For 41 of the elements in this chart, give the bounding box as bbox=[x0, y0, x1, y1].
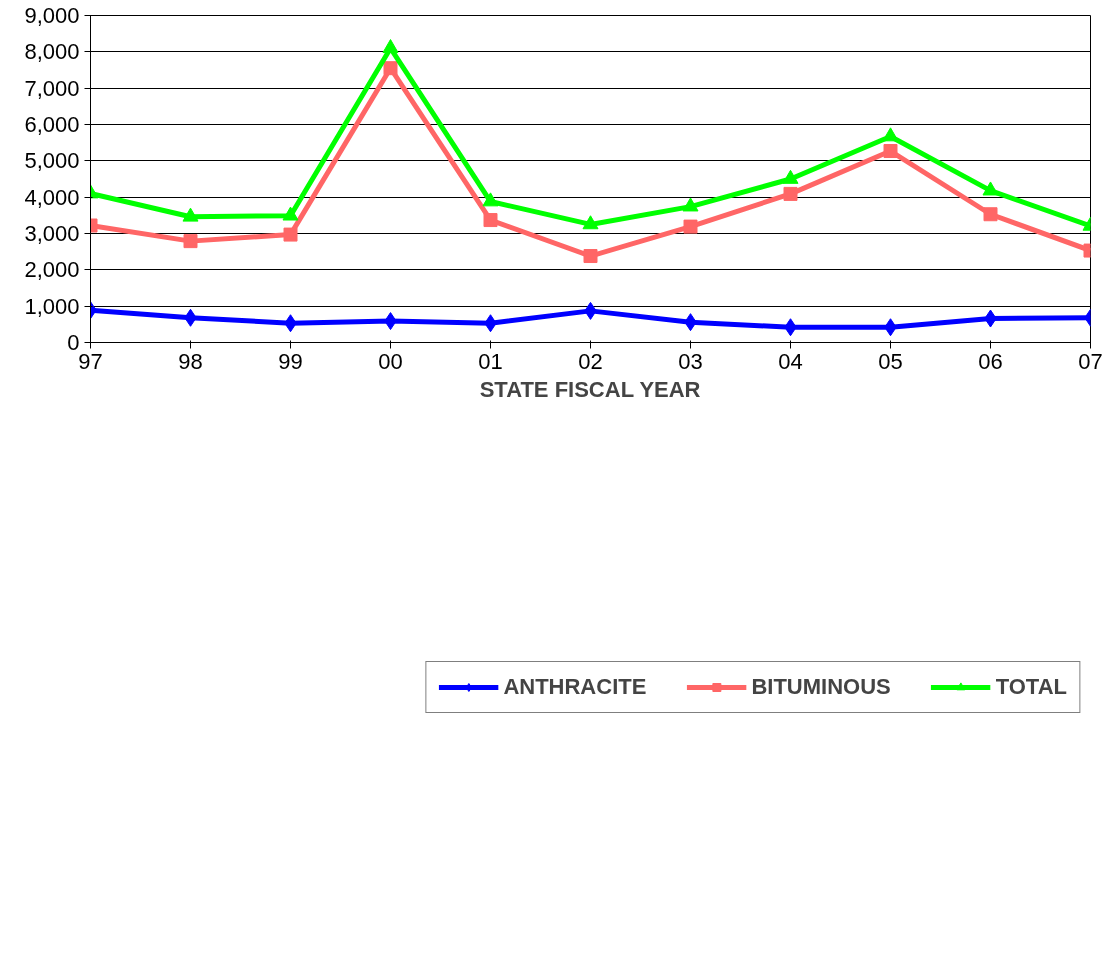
point bbox=[183, 234, 198, 249]
x-tick-label: 03 bbox=[678, 348, 703, 374]
point bbox=[482, 192, 499, 207]
x-tick-label: 97 bbox=[78, 348, 103, 374]
point bbox=[282, 206, 299, 221]
x-tick-label: 02 bbox=[578, 348, 603, 374]
point bbox=[782, 169, 799, 184]
y-tick-label: 3,000 bbox=[24, 221, 80, 246]
y-tick-label: 0 bbox=[67, 330, 80, 355]
y-tick-label: 1,000 bbox=[24, 293, 80, 319]
point bbox=[983, 207, 998, 222]
x-tick-label: 05 bbox=[878, 348, 903, 374]
x-tick-label: 06 bbox=[978, 348, 1003, 374]
point bbox=[883, 144, 898, 159]
point bbox=[382, 39, 399, 54]
point bbox=[283, 227, 298, 242]
y-tick-label: 7,000 bbox=[24, 75, 80, 101]
legend-label: ANTHRACITE bbox=[503, 674, 647, 700]
legend-label: BITUMINOUS bbox=[751, 674, 891, 700]
x-tick-label: 98 bbox=[178, 348, 203, 374]
point bbox=[483, 213, 498, 228]
y-tick-label: 8,000 bbox=[24, 39, 80, 65]
x-axis-title: STATE FISCAL YEAR bbox=[479, 376, 701, 402]
y-tick-label: 9,000 bbox=[24, 3, 80, 28]
legend-label: TOTAL bbox=[995, 674, 1067, 700]
y-tick-label: 5,000 bbox=[24, 148, 80, 174]
x-tick-label: 01 bbox=[478, 348, 503, 374]
point bbox=[682, 197, 699, 212]
point bbox=[982, 181, 999, 196]
point bbox=[683, 219, 698, 234]
point bbox=[582, 215, 599, 230]
x-tick-label: 07 bbox=[1078, 348, 1103, 374]
point bbox=[583, 249, 598, 264]
x-tick-label: 04 bbox=[778, 348, 803, 374]
y-tick-label: 6,000 bbox=[24, 112, 80, 137]
point bbox=[783, 186, 798, 201]
x-tick-label: 00 bbox=[378, 348, 403, 374]
y-tick-label: 4,000 bbox=[24, 184, 80, 210]
point bbox=[182, 207, 199, 222]
x-tick-label: 99 bbox=[278, 348, 303, 374]
y-tick-label: 2,000 bbox=[24, 257, 80, 283]
